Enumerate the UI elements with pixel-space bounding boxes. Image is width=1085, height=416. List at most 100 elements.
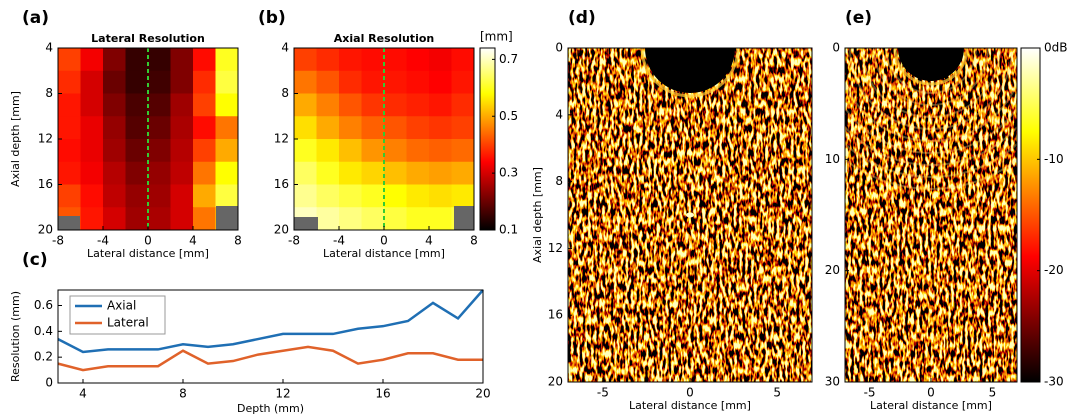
heatmap-cell [103, 70, 126, 94]
heatmap-cell [103, 207, 126, 231]
y-tick-label: 0.4 [34, 324, 53, 338]
heatmap-cell [125, 70, 149, 94]
heatmap-cell [80, 161, 104, 185]
y-tick-label: 8 [555, 174, 563, 188]
heatmap-cell [193, 116, 216, 140]
heatmap-cell [170, 207, 194, 231]
heatmap-cell [429, 139, 452, 163]
heatmap-cell [316, 70, 340, 94]
y-axis-label: Resolution (mm) [9, 291, 22, 382]
heatmap-cell [429, 207, 452, 231]
heatmap-cell [294, 184, 317, 208]
x-tick-label: 0 [380, 234, 388, 248]
heatmap-cell [58, 184, 81, 208]
y-tick-label: 10 [825, 152, 840, 166]
heatmap-cell [80, 207, 104, 231]
heatmap-cell [80, 116, 104, 140]
heatmap-cell [429, 184, 452, 208]
heatmap-cell [294, 93, 317, 117]
heatmap-cell [384, 70, 407, 94]
heatmap-cell [148, 93, 171, 117]
heatmap-cell [125, 48, 149, 72]
heatmap-cell [316, 161, 340, 185]
panel-title: Lateral Resolution [91, 32, 205, 45]
heatmap-cell [148, 139, 171, 163]
y-tick-label: 12 [38, 132, 53, 146]
panel-label: (b) [258, 8, 286, 28]
heatmap-cell [80, 48, 104, 72]
heatmap-cell [125, 93, 149, 117]
y-tick-label: 16 [548, 308, 563, 322]
x-tick-label: -5 [864, 386, 876, 400]
heatmap-cell [361, 48, 385, 72]
heatmap-cell [316, 139, 340, 163]
x-tick-label: 16 [375, 387, 390, 401]
colorbar-tick-label: 0.7 [499, 52, 518, 66]
heatmap-cell [384, 207, 407, 231]
heatmap-cell [384, 116, 407, 140]
heatmap-cell [406, 116, 430, 140]
heatmap-cell [294, 70, 317, 94]
heatmap-cell [125, 161, 149, 185]
heatmap-cell [193, 184, 216, 208]
heatmap-cell [58, 116, 81, 140]
colorbar [479, 47, 496, 231]
y-tick-label: 30 [825, 375, 840, 389]
colorbar-tick-label: 0.5 [499, 109, 518, 123]
y-tick-label: 0 [832, 41, 840, 55]
y-tick-label: 16 [38, 177, 53, 191]
y-tick-label: 4 [281, 41, 289, 55]
ring-artifact [885, 48, 977, 94]
heatmap-cell [148, 184, 171, 208]
heatmap-cell [193, 207, 216, 231]
colorbar-tick-label: 0dB [1044, 41, 1067, 55]
heatmap-cell [125, 207, 149, 231]
y-tick-label: 8 [45, 86, 53, 100]
plot-frame [57, 289, 484, 384]
heatmap-cell [339, 116, 362, 140]
y-tick-label: 4 [45, 41, 53, 55]
shadow-hole [898, 48, 964, 81]
y-tick-label: 20 [548, 375, 563, 389]
y-tick-label: 0.6 [34, 298, 53, 312]
heatmap-cell [58, 139, 81, 163]
heatmap-cell [451, 48, 475, 72]
heatmap-cell [384, 48, 407, 72]
x-tick-label: 4 [79, 387, 87, 401]
rim [893, 48, 969, 86]
heatmap-cell [361, 116, 385, 140]
heatmap-cell [384, 184, 407, 208]
y-tick-label: 20 [274, 223, 289, 237]
heatmap-cell [215, 48, 239, 72]
heatmap-cell [406, 207, 430, 231]
heatmap-cell [316, 184, 340, 208]
x-tick-label: 4 [425, 234, 433, 248]
heatmap-cell [103, 161, 126, 185]
heatmap-cell [215, 116, 239, 140]
colorbar-tick-label: -10 [1044, 152, 1064, 166]
ring-artifact [845, 142, 1017, 178]
heatmap-cell [406, 161, 430, 185]
heatmap-cell [451, 93, 475, 117]
heatmap-cell [361, 207, 385, 231]
x-tick-label: -8 [52, 234, 64, 248]
x-tick-label: 5 [773, 386, 781, 400]
x-axis-label: Lateral distance [mm] [323, 247, 445, 260]
heatmap-cell [429, 161, 452, 185]
x-tick-label: -5 [597, 386, 609, 400]
ring-artifact [845, 80, 1017, 142]
ring-artifact [861, 48, 1001, 118]
heatmap-cell [316, 207, 340, 231]
heatmap-cell [339, 184, 362, 208]
heatmap-cell [215, 161, 239, 185]
heatmap-cell [294, 139, 317, 163]
heatmap-cell [193, 139, 216, 163]
heatmap-cell [294, 161, 317, 185]
x-tick-label: 8 [179, 387, 187, 401]
mask-patch [294, 217, 318, 230]
mask-patch [58, 216, 80, 230]
speckle [845, 48, 1017, 382]
heatmap-cell [429, 70, 452, 94]
colorbar-tick-label: -20 [1044, 263, 1064, 277]
